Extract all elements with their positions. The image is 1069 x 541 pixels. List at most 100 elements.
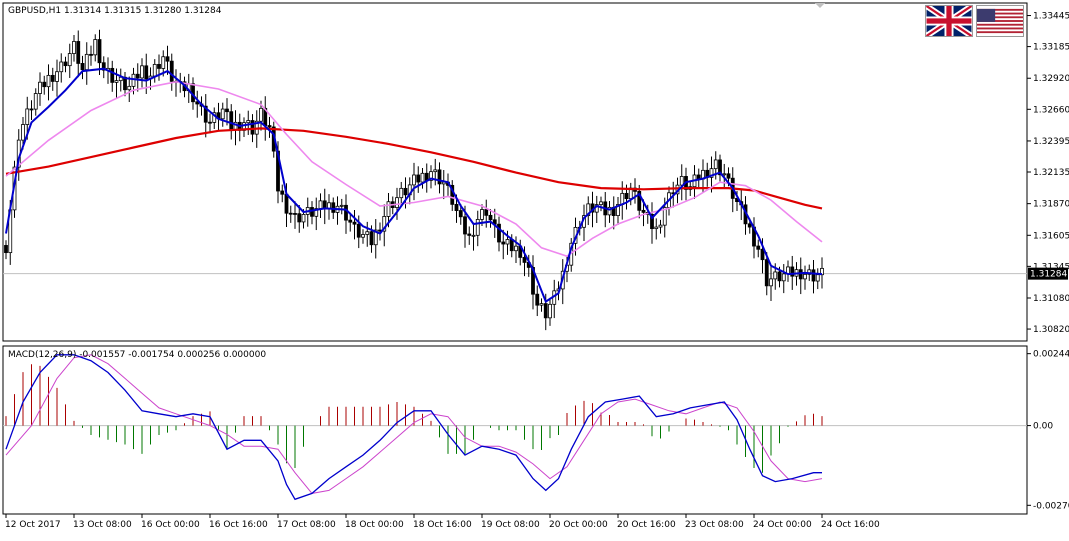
price-tick-label: 1.31605 — [1033, 231, 1069, 241]
time-tick-label: 23 Oct 08:00 — [685, 520, 744, 530]
candle-body — [208, 121, 212, 124]
candle-body — [203, 105, 208, 123]
candle-body — [46, 74, 51, 88]
candle-body — [59, 61, 64, 73]
candle-body — [820, 267, 824, 276]
candle-body — [637, 190, 642, 211]
candle-body — [662, 207, 667, 226]
candles-layer — [4, 29, 824, 331]
candle-body — [747, 223, 752, 228]
candle-body — [135, 73, 140, 79]
candle-body — [599, 201, 603, 206]
candle-body — [4, 245, 8, 254]
candle-body — [310, 207, 314, 217]
candle-body — [709, 168, 714, 178]
candle-body — [399, 187, 404, 199]
candle-body — [480, 209, 484, 220]
candle-body — [607, 206, 612, 216]
candle-body — [548, 303, 552, 319]
candle-body — [246, 120, 251, 124]
candle-body — [811, 269, 816, 282]
candle-body — [522, 256, 527, 263]
candle-body — [67, 53, 72, 67]
price-tick-label: 1.32395 — [1033, 137, 1069, 147]
candle-body — [331, 202, 336, 213]
candle-body — [288, 212, 293, 215]
candle-body — [84, 53, 89, 71]
us-flag-icon — [976, 5, 1024, 37]
price-tick-label: 1.31080 — [1033, 294, 1069, 304]
candle-body — [773, 271, 778, 280]
candle-body — [395, 197, 399, 208]
candle-body — [250, 120, 255, 135]
candle-body — [161, 56, 166, 69]
macd-panel[interactable] — [2, 345, 1028, 515]
candle-body — [144, 65, 149, 80]
chart-shift-marker[interactable] — [815, 3, 825, 8]
candle-body — [297, 213, 302, 223]
candle-body — [488, 214, 493, 221]
time-tick-label: 16 Oct 16:00 — [209, 520, 268, 530]
candle-body — [110, 67, 115, 83]
current-price-label: 1.31284 — [1030, 270, 1067, 280]
candle-body — [429, 171, 433, 181]
price-tick-label: 1.32660 — [1033, 105, 1069, 115]
price-tick-label: 1.33445 — [1033, 12, 1069, 22]
macd-lines-layer — [5, 354, 823, 501]
candle-body — [454, 203, 459, 211]
candle-body — [514, 245, 518, 252]
macd-histogram — [5, 364, 823, 473]
candle-body — [21, 124, 25, 141]
moving-averages-layer — [5, 67, 823, 304]
candle-body — [726, 173, 731, 179]
slow-ma-line — [5, 127, 823, 210]
chart-title: GBPUSD,H1 1.31314 1.31315 1.31280 1.3128… — [8, 6, 222, 16]
candle-body — [654, 226, 659, 230]
candle-body — [318, 200, 323, 209]
candle-body — [403, 187, 408, 196]
candle-body — [344, 204, 348, 221]
candle-body — [420, 172, 425, 183]
time-tick-label: 17 Oct 08:00 — [277, 520, 336, 530]
candle-body — [769, 278, 773, 287]
candle-body — [756, 245, 761, 250]
candle-body — [718, 159, 722, 176]
candle-body — [543, 303, 548, 319]
candle-body — [722, 173, 727, 176]
candle-body — [471, 234, 476, 237]
candle-body — [361, 234, 365, 238]
price-tick-label: 1.32920 — [1033, 74, 1069, 84]
candle-body — [658, 224, 663, 228]
price-tick-label: 1.33185 — [1033, 43, 1069, 53]
candle-body — [616, 204, 620, 216]
candle-body — [679, 176, 684, 186]
candle-body — [140, 65, 144, 79]
candle-body — [101, 62, 106, 71]
candle-body — [386, 201, 391, 217]
candle-body — [437, 169, 442, 185]
candle-body — [38, 81, 42, 94]
candle-body — [72, 41, 76, 54]
macd-tick-label: -0.002705 — [1033, 501, 1069, 511]
candle-body — [348, 219, 353, 223]
candle-body — [93, 39, 98, 56]
candle-body — [369, 231, 374, 246]
candle-body — [165, 56, 170, 62]
candle-body — [509, 239, 514, 252]
time-tick-label: 24 Oct 16:00 — [821, 520, 880, 530]
candle-body — [781, 273, 786, 282]
candle-body — [267, 125, 272, 128]
current-price-box — [1028, 267, 1068, 280]
candle-body — [280, 190, 285, 195]
candle-body — [815, 274, 820, 282]
candle-body — [76, 41, 81, 64]
time-tick-label: 13 Oct 08:00 — [73, 520, 132, 530]
macd-tick-label: 0.00 — [1033, 422, 1053, 432]
candle-body — [760, 248, 765, 261]
candle-body — [412, 174, 416, 186]
candle-body — [50, 74, 55, 82]
time-tick-label: 20 Oct 00:00 — [549, 520, 608, 530]
candle-body — [356, 223, 361, 238]
